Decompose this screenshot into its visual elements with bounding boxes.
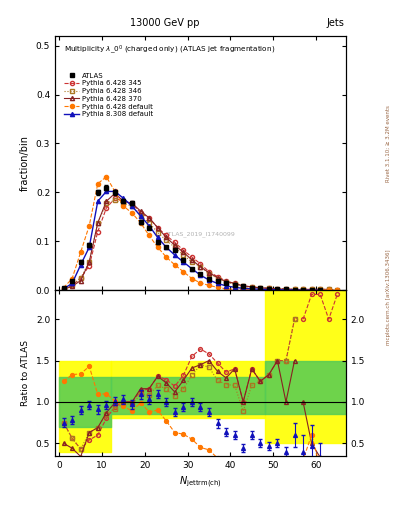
Text: ATLAS_2019_I1740099: ATLAS_2019_I1740099 [165, 231, 236, 237]
Text: 13000 GeV pp: 13000 GeV pp [130, 17, 200, 28]
Text: mcplots.cern.ch [arXiv:1306.3436]: mcplots.cern.ch [arXiv:1306.3436] [386, 249, 391, 345]
Text: Rivet 3.1.10; ≥ 3.2M events: Rivet 3.1.10; ≥ 3.2M events [386, 105, 391, 182]
Text: Multiplicity $\lambda$_0$^0$ (charged only) (ATLAS jet fragmentation): Multiplicity $\lambda$_0$^0$ (charged on… [64, 44, 275, 56]
Y-axis label: Ratio to ATLAS: Ratio to ATLAS [21, 340, 30, 406]
X-axis label: $N_{\mathrm{jettrm(ch)}}$: $N_{\mathrm{jettrm(ch)}}$ [179, 475, 222, 490]
Legend: ATLAS, Pythia 6.428 345, Pythia 6.428 346, Pythia 6.428 370, Pythia 6.428 defaul: ATLAS, Pythia 6.428 345, Pythia 6.428 34… [61, 70, 156, 120]
Text: Jets: Jets [326, 17, 344, 28]
Y-axis label: fraction/bin: fraction/bin [20, 135, 30, 191]
